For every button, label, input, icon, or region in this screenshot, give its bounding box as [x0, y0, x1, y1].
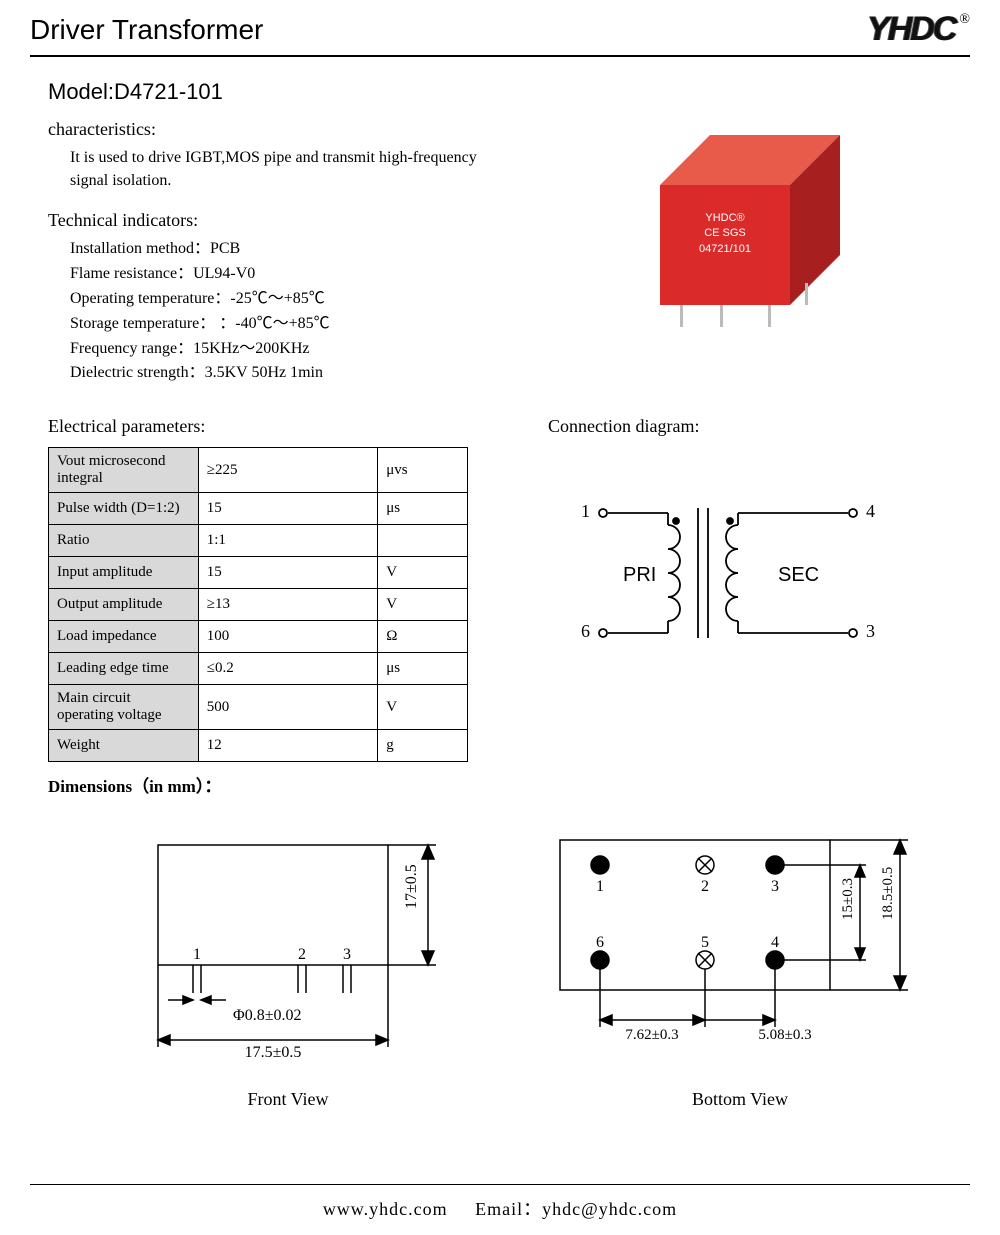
tech-item: Storage temperature： ：-40℃～+85℃: [70, 312, 518, 337]
fv-width: 17.5±0.5: [245, 1044, 302, 1061]
front-view-diagram: 1 2 3 Φ0.8±0.02 17.5±0.5 17±0.5: [98, 825, 478, 1065]
product-label-line: 04721/101: [699, 243, 751, 255]
table-row: Pulse width (D=1:2)15μs: [49, 493, 468, 525]
param-label: Load impedance: [49, 621, 199, 653]
param-value: 1:1: [198, 525, 377, 557]
connection-diagram: 1 6 4 3 PRI SEC: [548, 483, 908, 683]
technical-list: Installation method：PCB Flame resistance…: [48, 237, 518, 386]
bv-pin: 5: [701, 934, 709, 951]
footer-email-label: Email：: [475, 1199, 542, 1219]
electrical-params-table: Vout microsecond integral≥225μvsPulse wi…: [48, 447, 468, 762]
bv-d2: 18.5±0.5: [880, 867, 896, 920]
tech-item: Operating temperature：-25℃～+85℃: [70, 287, 518, 312]
product-label-line: YHDC®: [705, 212, 744, 224]
tech-item: Frequency range：15KHz～200KHz: [70, 337, 518, 362]
table-row: Load impedance100Ω: [49, 621, 468, 653]
param-label: Output amplitude: [49, 589, 199, 621]
header: Driver Transformer YHDC ®: [30, 10, 970, 57]
table-row: Ratio1:1: [49, 525, 468, 557]
table-row: Main circuit operating voltage500V: [49, 685, 468, 730]
table-row: Input amplitude15V: [49, 557, 468, 589]
characteristics-text: It is used to drive IGBT,MOS pipe and tr…: [48, 146, 518, 192]
param-value: ≤0.2: [198, 653, 377, 685]
param-value: 15: [198, 493, 377, 525]
fv-pin: 2: [298, 946, 306, 963]
footer-web: www.yhdc.com: [323, 1199, 448, 1219]
content-area: Model:D4721-101 characteristics: It is u…: [30, 79, 970, 1110]
fv-pin: 1: [193, 946, 201, 963]
param-unit: V: [378, 685, 468, 730]
tech-item: Dielectric strength：3.5KV 50Hz 1min: [70, 361, 518, 386]
param-value: ≥13: [198, 589, 377, 621]
tech-item: Installation method：PCB: [70, 237, 518, 262]
param-label: Weight: [49, 730, 199, 762]
table-row: Output amplitude≥13V: [49, 589, 468, 621]
param-value: 15: [198, 557, 377, 589]
bv-pin: 6: [596, 934, 604, 951]
param-unit: V: [378, 557, 468, 589]
front-view-caption: Front View: [247, 1089, 328, 1110]
bv-p2: 5.08±0.3: [758, 1027, 811, 1043]
param-value: 500: [198, 685, 377, 730]
bv-p1: 7.62±0.3: [625, 1027, 678, 1043]
bv-pin: 1: [596, 878, 604, 895]
tech-item: Flame resistance：UL94-V0: [70, 262, 518, 287]
pri-label: PRI: [623, 564, 656, 586]
param-unit: [378, 525, 468, 557]
param-unit: μvs: [378, 448, 468, 493]
fv-height: 17±0.5: [403, 864, 420, 909]
bv-pin: 2: [701, 878, 709, 895]
table-row: Weight12g: [49, 730, 468, 762]
bottom-view-diagram: 1 2 3 6 5 4 15±0.3 18.5±0.5 7.62±0.3 5.0…: [530, 825, 950, 1065]
product-image: YHDC® CE SGS 04721/101: [640, 127, 830, 327]
sec-label: SEC: [778, 564, 819, 586]
conn-pin-1: 1: [581, 501, 590, 521]
table-row: Leading edge time≤0.2μs: [49, 653, 468, 685]
param-label: Main circuit operating voltage: [49, 685, 199, 730]
characteristics-heading: characteristics:: [48, 119, 518, 140]
param-label: Input amplitude: [49, 557, 199, 589]
conn-pin-6: 6: [581, 621, 590, 641]
param-value: 12: [198, 730, 377, 762]
param-label: Ratio: [49, 525, 199, 557]
fv-pin-dia: Φ0.8±0.02: [233, 1007, 301, 1024]
param-label: Vout microsecond integral: [49, 448, 199, 493]
bv-pin: 3: [771, 878, 779, 895]
connection-heading: Connection diagram:: [548, 416, 952, 437]
bottom-view-caption: Bottom View: [692, 1089, 788, 1110]
electrical-heading: Electrical parameters:: [48, 416, 528, 437]
param-unit: g: [378, 730, 468, 762]
param-label: Leading edge time: [49, 653, 199, 685]
param-value: 100: [198, 621, 377, 653]
registered-mark: ®: [959, 12, 970, 28]
param-label: Pulse width (D=1:2): [49, 493, 199, 525]
param-unit: μs: [378, 493, 468, 525]
fv-pin: 3: [343, 946, 351, 963]
conn-pin-4: 4: [866, 501, 875, 521]
logo-text: YHDC: [867, 10, 955, 49]
param-value: ≥225: [198, 448, 377, 493]
dimensions-heading: Dimensions（in mm）：: [48, 772, 528, 797]
param-unit: V: [378, 589, 468, 621]
logo: YHDC ®: [867, 10, 970, 49]
technical-heading: Technical indicators:: [48, 210, 518, 231]
model-number: Model:D4721-101: [48, 79, 952, 105]
footer: www.yhdc.com Email：yhdc@yhdc.com: [30, 1184, 970, 1221]
table-row: Vout microsecond integral≥225μvs: [49, 448, 468, 493]
page-title: Driver Transformer: [30, 14, 263, 46]
param-unit: Ω: [378, 621, 468, 653]
footer-email: yhdc@yhdc.com: [542, 1199, 677, 1219]
param-unit: μs: [378, 653, 468, 685]
bv-pin: 4: [771, 934, 779, 951]
product-label-line: CE SGS: [704, 227, 746, 239]
bv-d1: 15±0.3: [840, 878, 856, 920]
conn-pin-3: 3: [866, 621, 875, 641]
